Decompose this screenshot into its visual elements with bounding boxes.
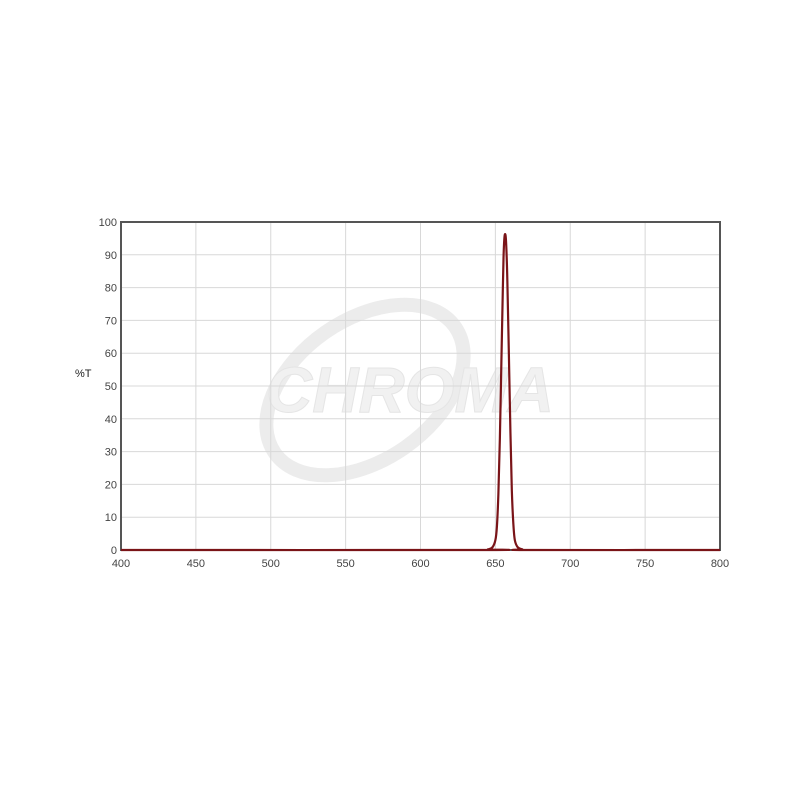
x-tick-label: 600: [411, 558, 429, 570]
svg-text:CHROMA: CHROMA: [266, 354, 554, 426]
x-axis: 400 450 500 550 600 650 700 750 800: [112, 558, 729, 570]
y-axis: 0 10 20 30 40 50 60 70 80 90 100: [99, 217, 117, 557]
x-tick-label: 500: [262, 558, 280, 570]
y-tick-label: 70: [105, 315, 117, 327]
y-axis-label: %T: [75, 368, 92, 380]
x-tick-label: 550: [336, 558, 354, 570]
y-tick-label: 80: [105, 283, 117, 295]
y-tick-label: 90: [105, 250, 117, 262]
x-tick-label: 800: [711, 558, 729, 570]
x-tick-label: 650: [486, 558, 504, 570]
series-line: [120, 233, 721, 552]
y-tick-label: 50: [105, 381, 117, 393]
grid: [120, 221, 721, 551]
x-tick-label: 400: [112, 558, 130, 570]
y-tick-label: 10: [105, 512, 117, 524]
x-tick-label: 450: [187, 558, 205, 570]
y-tick-label: 40: [105, 414, 117, 426]
y-tick-label: 100: [99, 217, 117, 229]
y-tick-label: 60: [105, 348, 117, 360]
x-tick-label: 700: [561, 558, 579, 570]
watermark-logo: CHROMA: [259, 297, 554, 483]
y-tick-label: 30: [105, 447, 117, 459]
x-tick-label: 750: [636, 558, 654, 570]
y-tick-label: 20: [105, 479, 117, 491]
y-tick-label: 0: [111, 545, 117, 557]
